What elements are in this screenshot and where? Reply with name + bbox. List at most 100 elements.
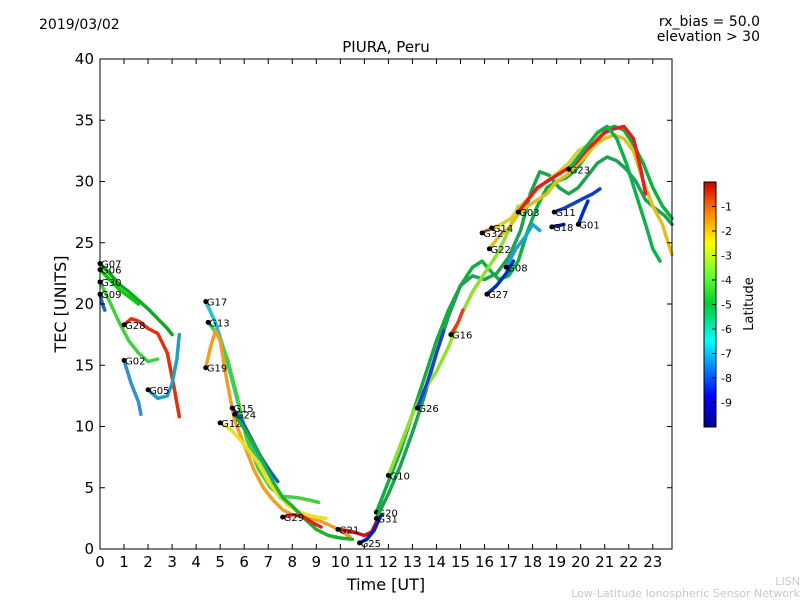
y-tick-label: 40 — [75, 50, 94, 68]
series-g06-trace — [98, 267, 141, 306]
series-g23-label: G23 — [570, 165, 590, 176]
x-tick-label: 1 — [119, 553, 129, 571]
series-g13-label: G13 — [209, 318, 229, 329]
series-g25-marker — [357, 540, 363, 546]
series-g24-label: G24 — [236, 410, 256, 421]
series-g19-trace — [203, 329, 352, 539]
series-g26-marker — [414, 405, 420, 411]
series-g25-trace — [357, 512, 383, 545]
series-g02-marker — [121, 357, 127, 363]
date-label: 2019/03/02 — [39, 17, 120, 33]
chart-title: PIURA, Peru — [342, 38, 429, 56]
colorbar-label: Latitude — [742, 277, 757, 331]
series-g27-trace — [485, 259, 516, 296]
series-g30-label: G30 — [101, 278, 121, 289]
series-g12-trace — [218, 421, 328, 521]
x-tick-label: 2 — [143, 553, 153, 571]
series-g13-trace — [206, 320, 321, 505]
series-g20-trace — [374, 124, 674, 515]
series-g16-label: G16 — [452, 331, 472, 342]
series-g03-marker — [515, 209, 521, 215]
series-g18-label: G18 — [553, 223, 573, 234]
y-axis-label: TEC [UNITS] — [51, 256, 70, 354]
series-g21-marker — [335, 526, 341, 532]
series-g07-trace — [98, 261, 174, 337]
x-tick-label: 11 — [355, 553, 374, 571]
series-g28-marker — [121, 322, 127, 328]
series-g19-marker — [203, 365, 209, 371]
series-g28-label: G28 — [125, 321, 145, 332]
x-tick-label: 3 — [167, 553, 177, 571]
colorbar-tick-label: -1 — [721, 201, 732, 214]
x-tick-label: 17 — [499, 553, 518, 571]
series-g15-marker — [229, 405, 235, 411]
series-g15-label: G15 — [233, 404, 253, 415]
series-g14-label: G14 — [493, 224, 513, 235]
x-tick-label: 6 — [239, 553, 249, 571]
x-tick-label: 0 — [95, 553, 105, 571]
series-g03-label: G03 — [519, 208, 539, 219]
series-g24-trace — [232, 412, 355, 541]
x-tick-label: 7 — [263, 553, 273, 571]
footer-network-name: Low-Latitude Ionospheric Sensor Network — [571, 587, 800, 600]
series-g22-label: G22 — [490, 245, 510, 256]
x-tick-label: 9 — [312, 553, 322, 571]
series-g22-marker — [486, 246, 492, 252]
y-tick-label: 15 — [75, 356, 94, 374]
series-g14-marker — [489, 225, 495, 231]
colorbar-ticks: -1 -2 -3 -4 -5 -6 -7 -8 -9 — [712, 201, 732, 410]
series-g16-marker — [448, 332, 454, 338]
footer-lisn: LISN — [775, 575, 800, 588]
series-g25-label: G25 — [361, 539, 381, 550]
series-g10-label: G10 — [389, 472, 409, 483]
series-g12-marker — [217, 420, 223, 426]
series-g08-trace — [504, 222, 542, 270]
series-g17-marker — [203, 299, 209, 305]
series-g23-marker — [566, 166, 572, 172]
x-tick-label: 4 — [191, 553, 201, 571]
series-g05-trace — [146, 332, 182, 401]
series-g10-marker — [385, 473, 391, 478]
series-g01-marker — [575, 221, 581, 227]
rx-bias-label: rx_bias = 50.0 — [658, 14, 760, 30]
series-g24-marker — [232, 411, 238, 417]
x-tick-label: 16 — [475, 553, 494, 571]
x-tick-label: 14 — [427, 553, 446, 571]
series-g20-label: G20 — [377, 508, 397, 519]
x-tick-label: 8 — [287, 553, 297, 571]
x-tick-label: 18 — [523, 553, 542, 571]
series-g11-trace — [552, 187, 602, 214]
series-g19-label: G19 — [207, 364, 227, 375]
x-tick-label: 20 — [571, 553, 590, 571]
x-axis-label: Time [UT] — [346, 575, 425, 594]
elevation-label: elevation > 30 — [656, 29, 760, 45]
colorbar-tick-label: -2 — [721, 225, 732, 238]
colorbar-tick-label: -4 — [721, 274, 732, 287]
y-tick-label: 30 — [75, 173, 94, 191]
x-axis: 0 1 2 3 4 5 6 7 8 9 10 11 12 13 14 15 16 17 18 19 20 21 22 23 — [95, 59, 662, 571]
series-g05-label: G05 — [149, 386, 169, 397]
x-tick-label: 23 — [643, 553, 662, 571]
series-g11-label: G11 — [555, 208, 575, 219]
series-g18-marker — [549, 224, 555, 230]
y-tick-label: 5 — [84, 479, 94, 497]
series-g17-label: G17 — [207, 298, 227, 309]
series-g26-label: G26 — [418, 404, 438, 415]
x-tick-label: 5 — [215, 553, 225, 571]
colorbar-tick-label: -7 — [721, 348, 732, 361]
series-g08-marker — [503, 264, 509, 270]
series-g21-label: G21 — [339, 525, 359, 536]
x-tick-label: 22 — [619, 553, 638, 571]
series-g30-trace — [98, 280, 160, 364]
x-tick-label: 15 — [451, 553, 470, 571]
series-g29-marker — [280, 514, 286, 520]
series-g23-trace — [566, 124, 662, 263]
y-axis: 0 5 10 15 20 25 30 35 40 — [75, 50, 672, 558]
series-g12-label: G12 — [221, 419, 241, 430]
series-g08-label: G08 — [507, 263, 527, 274]
y-tick-label: 0 — [84, 540, 94, 558]
y-tick-label: 20 — [75, 295, 94, 313]
series-g26-trace — [415, 329, 446, 410]
